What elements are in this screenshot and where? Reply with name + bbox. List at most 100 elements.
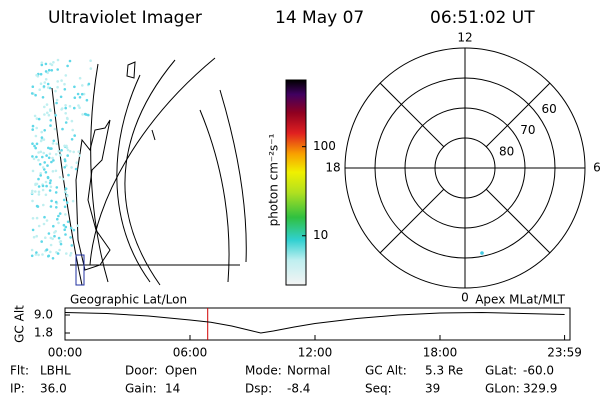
emission-dot — [52, 61, 55, 64]
x-tick-label: 12:00 — [298, 346, 333, 360]
emission-dot — [59, 95, 63, 99]
emission-dot — [33, 144, 36, 148]
strip-frame — [64, 307, 571, 341]
emission-dot — [40, 61, 44, 64]
emission-dot — [42, 203, 45, 207]
emission-dot — [46, 111, 49, 115]
emission-dot — [31, 199, 34, 203]
colorbar — [285, 79, 307, 286]
emission-dot — [54, 114, 57, 117]
emission-dot — [41, 253, 44, 256]
emission-dot — [53, 127, 57, 131]
emission-dot — [42, 151, 45, 155]
emission-dot — [46, 86, 50, 89]
lat-ring-label: 70 — [520, 123, 535, 137]
emission-dot — [35, 251, 38, 254]
emission-dot — [77, 104, 80, 107]
emission-dot — [73, 96, 77, 99]
emission-dot — [55, 206, 58, 209]
emission-dot — [58, 212, 62, 215]
emission-dot — [60, 108, 63, 111]
emission-dot — [60, 149, 63, 152]
field-label: Flt: — [10, 364, 29, 378]
emission-dot — [34, 253, 38, 256]
emission-dot — [40, 63, 44, 67]
emission-dot — [44, 236, 47, 239]
emission-dot — [69, 236, 72, 239]
strip-right-label: Apex MLat/MLT — [475, 293, 565, 307]
emission-dot — [55, 186, 59, 189]
emission-dot — [75, 161, 79, 164]
status-fields: Flt: LBHL Door: Open Mode: Normal GC Alt: 5.3 R… — [10, 364, 557, 396]
emission-dot — [35, 234, 38, 238]
field-label: Dsp: — [245, 382, 272, 396]
emission-dot — [63, 88, 67, 91]
emission-dot — [32, 235, 36, 239]
altitude-line — [64, 311, 565, 334]
emission-dot — [480, 251, 484, 255]
emission-dot — [45, 248, 49, 251]
emission-dot — [73, 134, 76, 137]
field-label: Door: — [125, 364, 158, 378]
emission-dot — [47, 113, 51, 117]
emission-dot — [85, 113, 88, 116]
emission-dot — [65, 252, 68, 255]
emission-dot — [49, 179, 52, 182]
emission-dot — [34, 190, 37, 193]
emission-dot — [76, 224, 79, 227]
emission-dot — [70, 166, 73, 169]
emission-dot — [49, 243, 53, 247]
emission-dot — [49, 250, 52, 254]
emission-dot — [64, 74, 68, 77]
emission-dot — [40, 130, 43, 134]
field-value: Open — [165, 364, 197, 378]
emission-dot — [58, 248, 61, 252]
emission-dot — [39, 150, 43, 154]
emission-dot — [69, 251, 73, 255]
emission-dot — [42, 222, 46, 226]
emission-dot — [31, 142, 34, 145]
emission-dot — [58, 154, 62, 157]
emission-dot — [64, 106, 67, 110]
emission-dot — [39, 174, 42, 177]
emission-dot — [66, 220, 70, 224]
emission-dot — [62, 223, 66, 227]
emission-dot — [34, 134, 38, 138]
emission-dot — [52, 139, 56, 143]
date: 14 May 07 — [275, 8, 364, 28]
emission-dot — [51, 170, 55, 173]
emission-dot — [61, 177, 65, 181]
emission-dot — [44, 62, 48, 66]
mlt-spoke — [379, 188, 445, 254]
mlt-spoke — [379, 82, 445, 148]
field-label: GLat: — [485, 364, 517, 378]
emission-dot — [87, 113, 90, 117]
emission-dot — [44, 180, 48, 184]
emission-dot — [41, 166, 45, 169]
emission-dot — [57, 236, 61, 240]
emission-dot — [70, 119, 74, 123]
emission-dot — [66, 64, 69, 68]
emission-dot — [78, 106, 81, 109]
emission-dot — [55, 101, 58, 105]
x-tick-label: 18:00 — [423, 346, 458, 360]
emission-dot — [46, 164, 49, 167]
x-tick-label: 06:00 — [173, 346, 208, 360]
emission-dot — [55, 142, 59, 146]
emission-dot — [80, 92, 84, 96]
emission-dot — [47, 146, 50, 150]
emission-dot — [50, 63, 54, 67]
emission-dot — [65, 164, 68, 167]
field-value: 39 — [425, 382, 440, 396]
emission-dot — [47, 68, 51, 72]
emission-dot — [37, 190, 41, 194]
mlt-spoke — [485, 188, 551, 254]
emission-dot — [44, 70, 48, 73]
field-label: GC Alt: — [365, 364, 407, 378]
emission-dot — [40, 138, 44, 141]
emission-dot — [45, 184, 48, 188]
emission-dot — [77, 150, 80, 153]
emission-dot — [54, 191, 58, 194]
field-value: 36.0 — [40, 382, 67, 396]
